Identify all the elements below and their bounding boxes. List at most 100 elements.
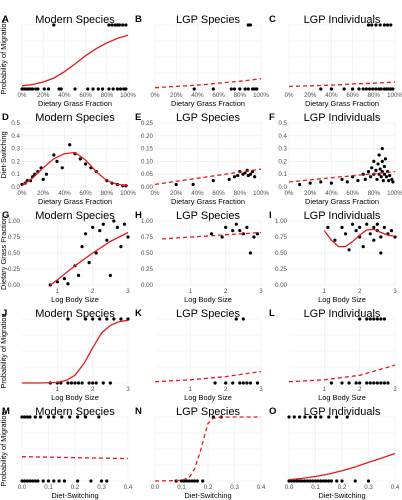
x-tick-label: 20%	[170, 190, 183, 197]
gridlines	[154, 122, 262, 188]
data-point	[378, 167, 382, 171]
data-point	[248, 251, 252, 255]
data-point	[379, 87, 383, 91]
x-tick-label: 0.3	[97, 484, 106, 491]
panel-letter: J	[2, 308, 7, 319]
data-point	[190, 479, 194, 483]
data-point	[375, 381, 379, 385]
y-tick-label: 0.00	[275, 282, 288, 289]
data-point	[340, 225, 344, 229]
y-tick-label: 0.25	[141, 266, 154, 273]
x-axis-label: Dietary Grass Fraction	[38, 197, 112, 206]
data-point	[382, 317, 386, 321]
data-point	[59, 87, 63, 91]
data-point	[382, 381, 386, 385]
data-point	[245, 225, 249, 229]
data-point	[343, 232, 348, 236]
data-point	[231, 229, 235, 233]
data-point	[363, 177, 367, 181]
x-tick-label: 2	[358, 288, 362, 295]
data-point	[232, 175, 237, 179]
data-point	[46, 87, 51, 91]
panel-title: LGP Individuals	[304, 406, 381, 418]
data-point	[126, 235, 130, 239]
data-point	[231, 381, 235, 385]
data-point	[20, 415, 24, 419]
data-point	[23, 415, 27, 419]
y-axis-label: Probability of Migration	[0, 411, 8, 486]
data-point	[300, 479, 304, 483]
y-tick-label: 0.00	[141, 184, 154, 191]
data-point	[227, 177, 231, 181]
data-point	[80, 381, 84, 385]
fit-curve	[162, 231, 262, 240]
data-point	[372, 381, 376, 385]
data-point	[236, 173, 240, 178]
data-point	[118, 87, 123, 91]
y-tick-label: 0.3	[11, 146, 20, 153]
data-point	[347, 248, 351, 252]
fit-curve	[21, 34, 129, 87]
data-point	[298, 182, 302, 187]
x-tick-label: 100%	[120, 190, 136, 197]
gridlines	[22, 220, 129, 286]
data-point	[378, 23, 382, 27]
y-axis-label: Diet-Switching	[0, 131, 8, 178]
panel-title: LGP Individuals	[304, 112, 381, 124]
data-point	[335, 415, 339, 419]
data-point	[255, 87, 259, 91]
data-point	[52, 479, 56, 483]
data-point	[101, 222, 105, 226]
data-point	[84, 162, 88, 166]
data-point	[213, 381, 217, 385]
data-point	[377, 153, 381, 157]
x-tick-label: 0.1	[44, 484, 53, 491]
panel-title: Modern Species	[35, 406, 115, 418]
fit-curve	[288, 452, 396, 481]
data-point	[238, 87, 242, 91]
data-point	[290, 479, 294, 483]
data-point	[319, 479, 323, 483]
data-point	[124, 23, 128, 27]
data-point	[238, 229, 242, 233]
x-axis-label: Log Body Size	[318, 295, 366, 304]
x-tick-label: 0.4	[391, 484, 400, 491]
data-point	[329, 381, 333, 385]
panel-o: O LGP Individuals 0.0 0.1 0.2 0.3 0.4 Diet-Swit…	[269, 406, 400, 500]
y-axis-label: Probability of Migration	[0, 313, 8, 388]
y-tick-label: 0.75	[141, 234, 154, 241]
data-point	[313, 479, 318, 483]
y-axis-label: Dietary Grass Fraction	[0, 216, 8, 290]
data-point	[333, 238, 337, 242]
y-tick-label: 0.3	[278, 146, 287, 153]
panel-title: LGP Species	[176, 308, 241, 320]
data-points	[209, 222, 260, 255]
data-point	[91, 317, 95, 321]
panel-k: K LGP Species 1 2 3 Log Body Size	[135, 308, 263, 402]
data-point	[358, 317, 362, 321]
fit-curve	[22, 319, 129, 384]
data-point	[224, 225, 228, 229]
data-point	[111, 87, 115, 91]
data-point	[308, 479, 312, 483]
panel-letter: E	[135, 112, 141, 123]
data-point	[308, 415, 312, 419]
data-point	[68, 415, 72, 419]
data-point	[340, 177, 344, 181]
data-point	[234, 222, 238, 226]
data-point	[80, 245, 84, 249]
data-point	[365, 381, 369, 385]
y-tick-label: 0.25	[141, 120, 154, 127]
x-tick-label: 60%	[346, 92, 359, 99]
panel-d: D Modern Species 0% 20% 40% 60% 80% 100% 0.0 0.1 0…	[0, 112, 136, 206]
data-point	[252, 235, 256, 239]
data-point	[370, 166, 374, 170]
x-tick-label: 40%	[191, 190, 204, 197]
data-point	[248, 23, 252, 27]
data-point	[185, 479, 189, 483]
data-point	[115, 225, 119, 229]
y-tick-label: 0.0	[11, 184, 20, 191]
data-points	[287, 415, 371, 483]
data-point	[76, 479, 80, 483]
data-point	[179, 479, 184, 483]
